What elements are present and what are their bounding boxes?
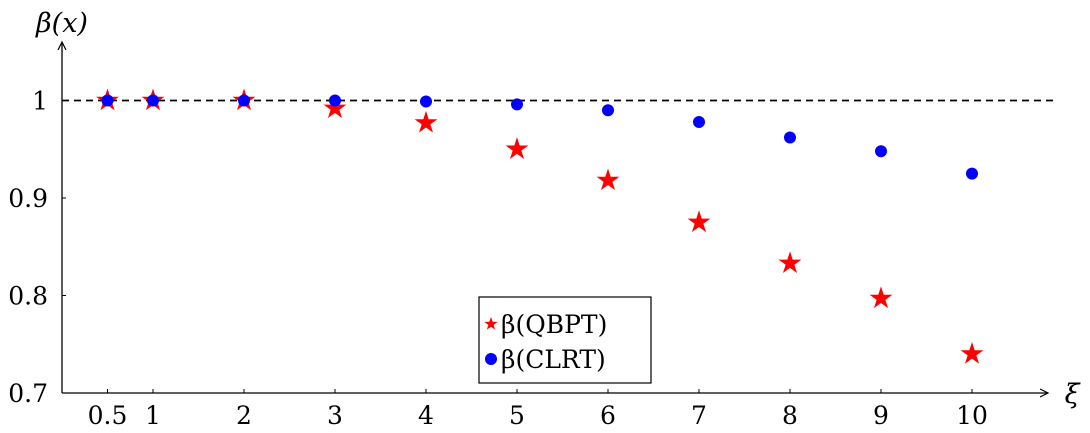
point-clrt-6	[602, 104, 614, 117]
x-tick-label-5: 5	[509, 401, 525, 430]
x-axis-title: ξ	[1065, 379, 1081, 410]
point-clrt-5	[511, 98, 523, 111]
point-clrt-2	[238, 94, 250, 107]
y-tick-label-0: 0.7	[8, 379, 48, 408]
point-clrt-1	[147, 94, 159, 107]
point-clrt-8	[784, 131, 796, 144]
point-qbpt-6	[596, 168, 620, 191]
x-tick-label-10: 10	[956, 401, 988, 430]
point-clrt-4	[420, 95, 432, 108]
point-qbpt-3	[323, 96, 347, 119]
x-tick-label-9: 9	[873, 401, 889, 430]
x-tick-label-2: 2	[236, 401, 252, 430]
x-tick-label-6: 6	[600, 401, 616, 430]
x-tick-label-7: 7	[691, 401, 707, 430]
legend-entries	[484, 317, 498, 365]
point-qbpt-10	[960, 342, 984, 364]
x-tick-label-0: 0.5	[88, 401, 128, 430]
legend-label-clrt: β(CLRT)	[501, 345, 606, 374]
point-qbpt-4	[414, 110, 438, 133]
point-qbpt-8	[778, 251, 802, 274]
point-clrt-3	[329, 94, 341, 107]
legend-marker-qbpt	[484, 317, 498, 330]
x-tick-label-1: 1	[145, 401, 161, 430]
legend-label-qbpt: β(QBPT)	[501, 310, 607, 339]
y-tick-label-1: 0.8	[8, 282, 48, 311]
point-clrt-0	[101, 94, 114, 107]
point-clrt-9	[875, 145, 887, 158]
y-tick-label-3: 1	[32, 87, 48, 116]
y-tick-label-2: 0.9	[8, 184, 48, 213]
x-tick-label-8: 8	[782, 401, 798, 430]
point-qbpt-9	[869, 286, 893, 309]
x-tick-label-3: 3	[327, 401, 343, 430]
legend-box	[478, 296, 652, 384]
point-clrt-10	[966, 167, 978, 180]
data-marks-layer	[96, 88, 984, 364]
y-axis-title: β(x)	[35, 8, 88, 39]
ticks-layer: 0.5 1 2 3 4 5 6 7 8 9 10 0.7 0.8 0.9 1	[8, 87, 988, 431]
x-tick-label-4: 4	[418, 401, 434, 430]
legend: β(QBPT) β(CLRT)	[478, 296, 652, 384]
point-qbpt-7	[687, 210, 711, 233]
point-clrt-7	[693, 115, 705, 128]
legend-marker-clrt	[485, 353, 497, 365]
point-qbpt-5	[505, 137, 529, 159]
